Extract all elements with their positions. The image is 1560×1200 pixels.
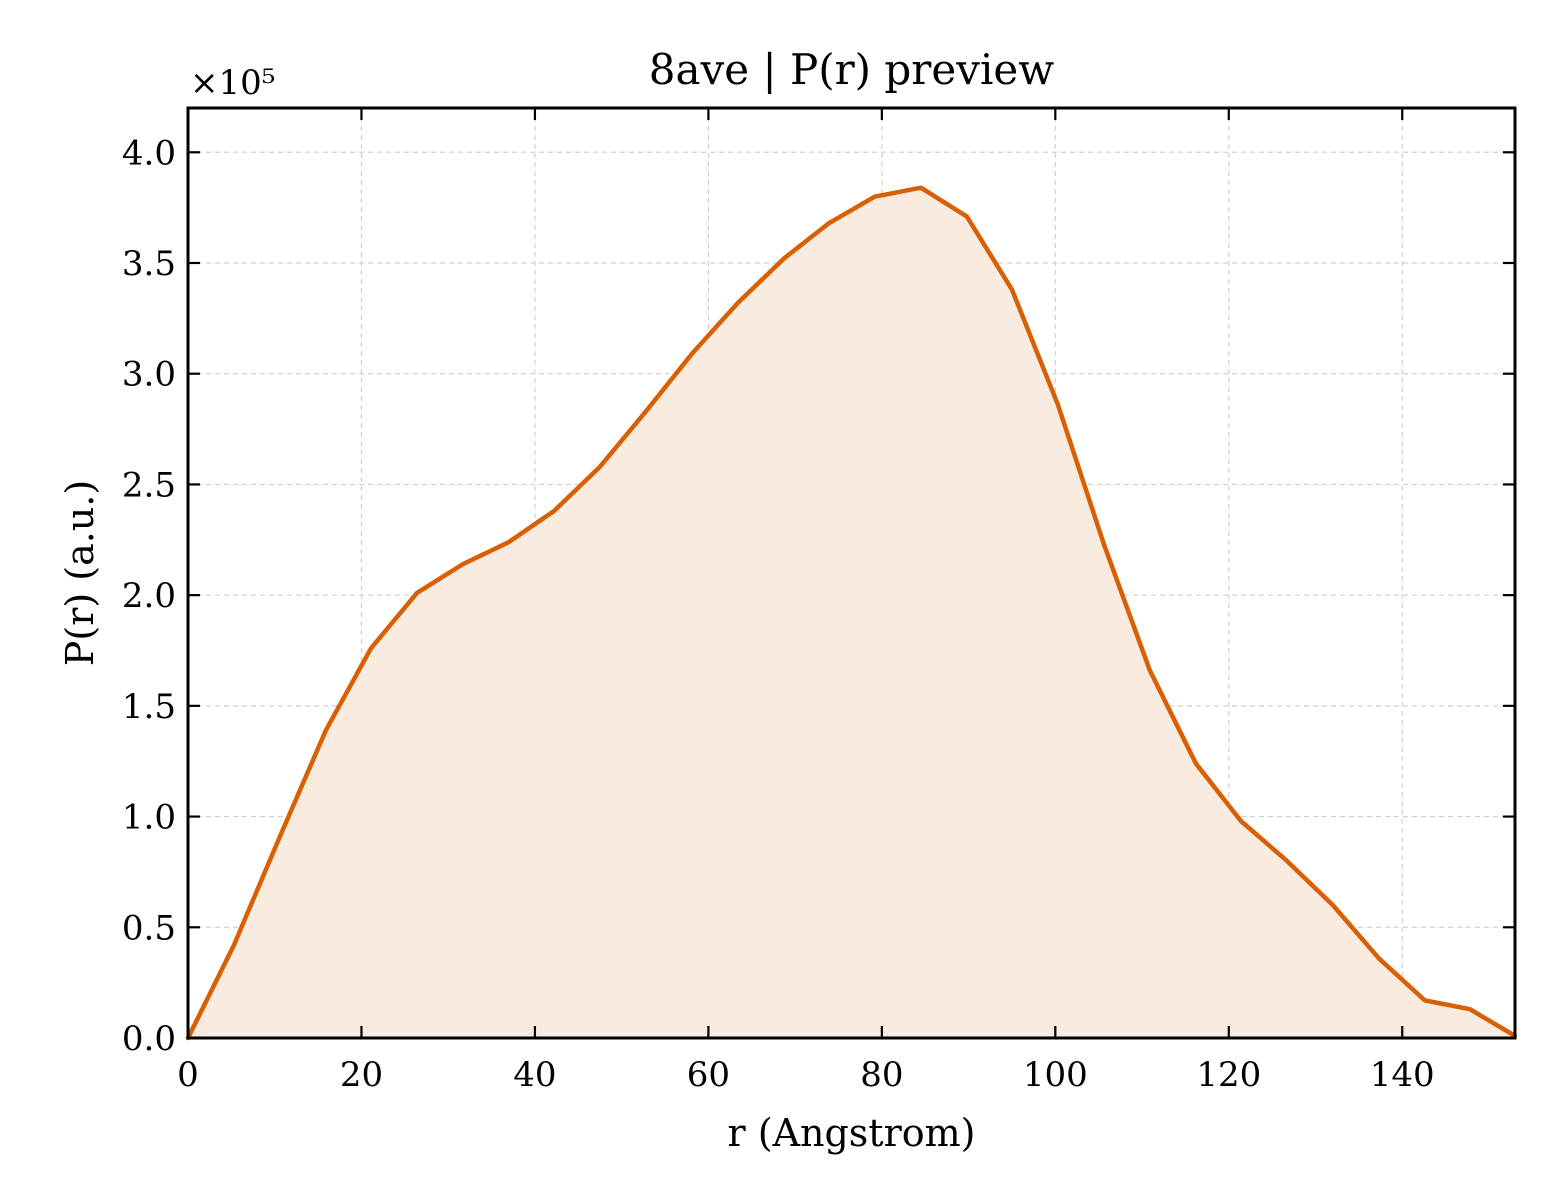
x-tick-label: 120 [1196,1055,1261,1095]
y-tick-label: 2.0 [122,576,176,616]
chart-title: 8ave | P(r) preview [649,45,1054,94]
x-tick-label: 100 [1023,1055,1088,1095]
y-axis-label: P(r) (a.u.) [58,480,102,666]
y-tick-label: 0.5 [122,908,176,948]
x-tick-label: 0 [177,1055,199,1095]
x-tick-label: 140 [1370,1055,1435,1095]
y-offset-label: ×10⁵ [190,63,275,103]
y-tick-label: 1.5 [122,687,176,727]
y-tick-label: 2.5 [122,465,176,505]
x-axis-label: r (Angstrom) [728,1111,976,1155]
ticks [186,108,1515,1040]
area-fill [188,187,1515,1038]
plot-frame [186,106,1517,1040]
y-tick-label: 4.0 [122,133,176,173]
y-tick-label: 1.0 [122,798,176,838]
tick-labels: 0 20 40 60 80 100 120 140 0.0 0.5 1.0 1.5 2.0 2.5 3.0 3… [122,133,1435,1095]
y-tick-label: 3.5 [122,244,176,284]
y-tick-label: 0.0 [122,1019,176,1059]
x-tick-label: 40 [513,1055,556,1095]
series-line [185,185,1518,1041]
y-tick-label: 3.0 [122,355,176,395]
x-tick-label: 20 [340,1055,383,1095]
x-tick-label: 80 [860,1055,903,1095]
x-tick-label: 60 [687,1055,730,1095]
